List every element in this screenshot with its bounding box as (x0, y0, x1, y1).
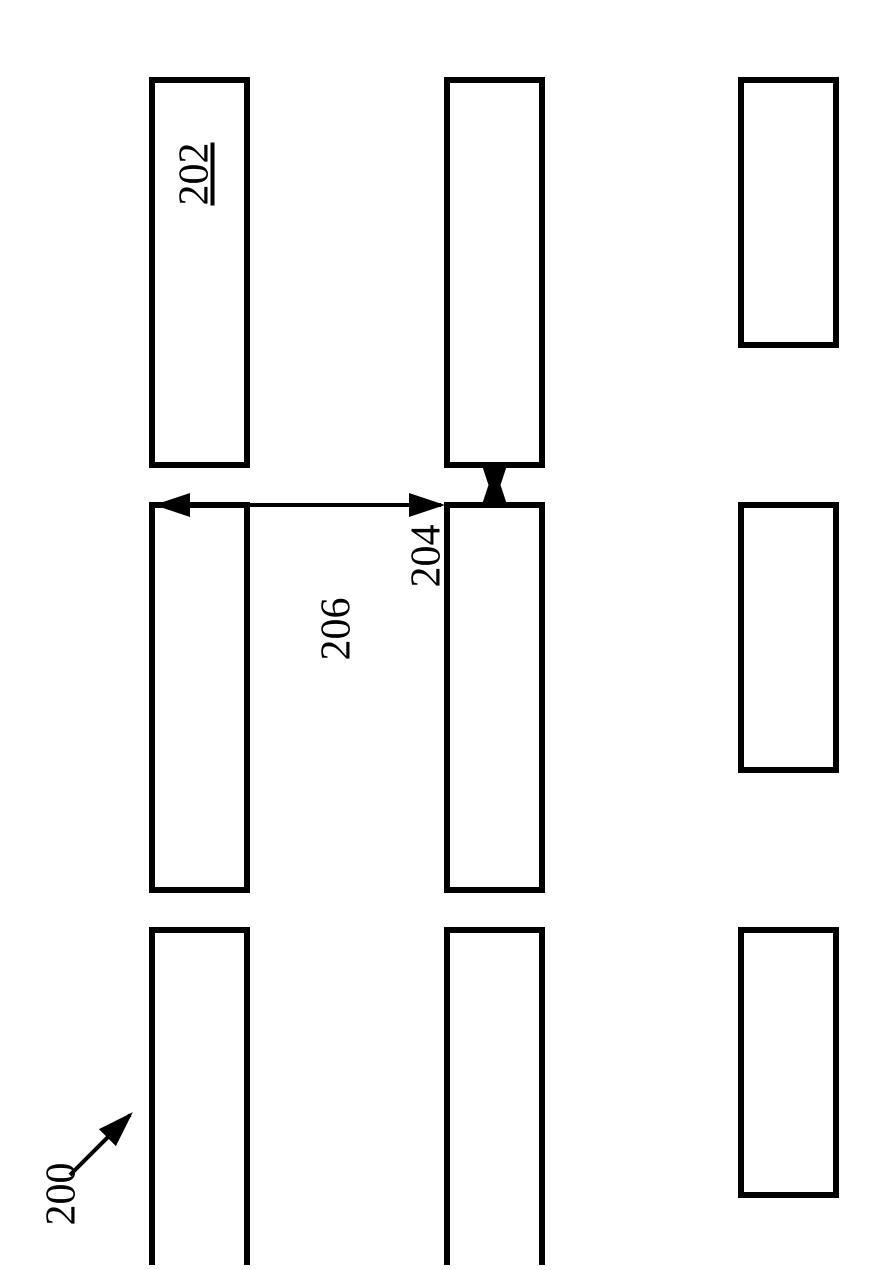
ref-202-text: 202 (172, 143, 218, 206)
ref-200-text: 200 (39, 1163, 85, 1226)
ref-204-label: 204 (403, 525, 451, 588)
ref-204-text: 204 (404, 525, 450, 588)
rect-grid (152, 80, 836, 1265)
ref-200-label: 200 (38, 1163, 86, 1226)
ref-206-text: 206 (314, 598, 360, 661)
ref-206-label: 206 (313, 598, 361, 661)
diagram-svg (0, 0, 880, 1265)
ref-202-label: 202 (171, 143, 219, 206)
diagram-canvas: 200 202 204 206 (0, 0, 880, 1265)
